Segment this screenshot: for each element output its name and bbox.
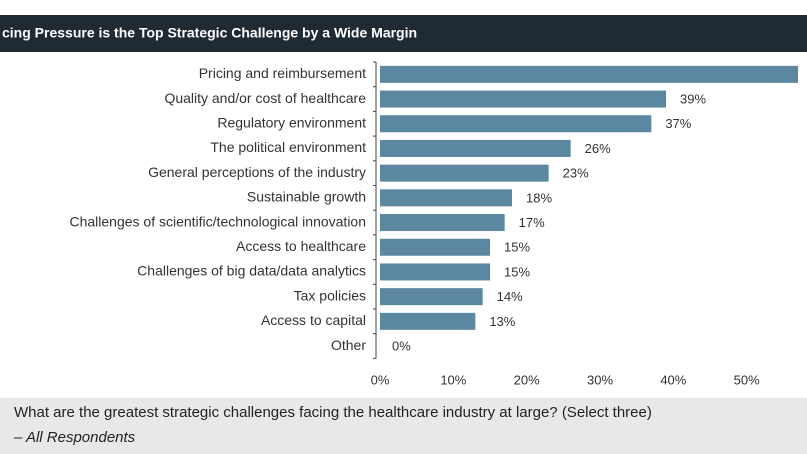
bar — [380, 164, 549, 182]
chart-title: cing Pressure is the Top Strategic Chall… — [2, 25, 417, 41]
value-label: 23% — [563, 166, 589, 181]
bar — [380, 214, 505, 232]
x-tick-label: 50% — [734, 372, 760, 387]
value-label: 17% — [519, 215, 545, 230]
bar — [380, 288, 483, 306]
bar — [380, 312, 476, 330]
category-label: Tax policies — [294, 287, 366, 303]
value-label: 15% — [504, 240, 530, 255]
bar — [380, 115, 652, 133]
category-label: Access to healthcare — [236, 238, 366, 254]
category-label: General perceptions of the industry — [148, 164, 366, 180]
category-label: Pricing and reimbursement — [199, 65, 366, 81]
bar — [380, 263, 490, 281]
category-label: Sustainable growth — [247, 189, 366, 205]
category-label: The political environment — [210, 139, 366, 155]
respondents: – All Respondents — [13, 429, 136, 446]
value-label: 0% — [392, 338, 411, 353]
value-label: 39% — [680, 91, 706, 106]
value-label: 13% — [489, 314, 515, 329]
category-label: Regulatory environment — [217, 114, 366, 130]
x-tick-label: 20% — [514, 372, 540, 387]
value-label: 14% — [497, 289, 523, 304]
category-label: Challenges of big data/data analytics — [137, 263, 366, 279]
value-label: 37% — [665, 116, 691, 131]
value-label: 26% — [585, 141, 611, 156]
bar — [380, 65, 798, 83]
bar — [380, 90, 666, 108]
value-label: 15% — [504, 264, 530, 279]
bar — [380, 238, 490, 256]
category-label: Access to capital — [261, 312, 366, 328]
x-tick-label: 30% — [587, 372, 613, 387]
category-label: Challenges of scientific/technological i… — [69, 213, 366, 229]
title-bar — [0, 15, 807, 52]
bar — [380, 189, 512, 207]
question: What are the greatest strategic challeng… — [14, 404, 652, 421]
category-label: Quality and/or cost of healthcare — [164, 90, 366, 106]
x-tick-label: 40% — [660, 372, 686, 387]
x-tick-label: 0% — [371, 372, 390, 387]
x-tick-label: 10% — [440, 372, 466, 387]
bar — [380, 139, 571, 157]
category-label: Other — [331, 337, 366, 353]
footer-box — [0, 398, 807, 454]
value-label: 18% — [526, 190, 552, 205]
